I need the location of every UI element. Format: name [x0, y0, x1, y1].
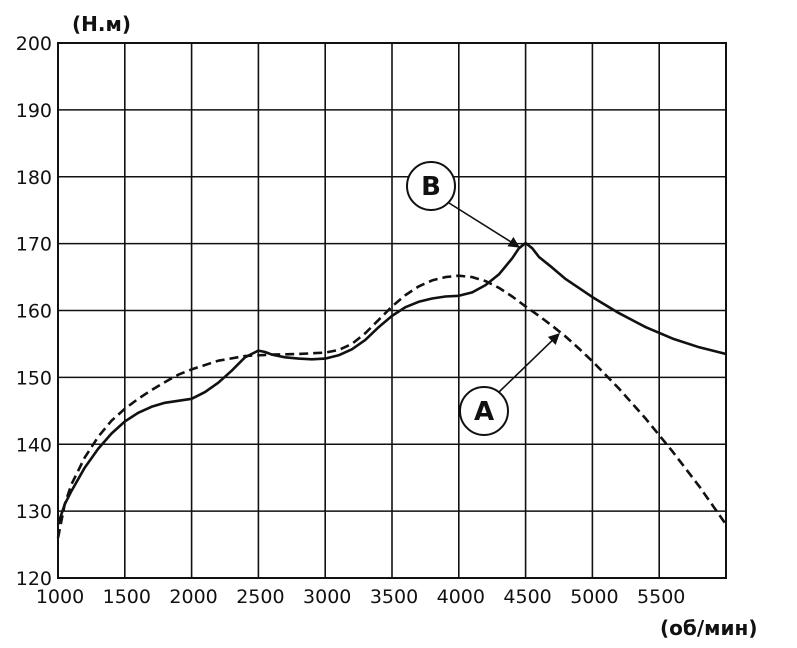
y-tick-label: 200 — [16, 33, 52, 55]
y-tick-label: 180 — [16, 167, 52, 189]
callout-circle-a — [459, 386, 509, 436]
chart-callouts: BA — [406, 161, 560, 436]
x-tick-label: 3000 — [303, 586, 351, 608]
x-tick-label: 2500 — [236, 586, 284, 608]
y-tick-label: 140 — [16, 434, 52, 456]
x-tick-labels: 1000 1500 2000 2500 3000 3500 4000 4500 5000 5500 — [36, 586, 686, 608]
x-tick-label: 4000 — [437, 586, 485, 608]
plot-frame — [57, 42, 727, 579]
y-tick-label: 120 — [16, 568, 52, 590]
chart-series — [56, 241, 728, 539]
x-tick-label: 4500 — [503, 586, 551, 608]
x-tick-label: 5500 — [637, 586, 685, 608]
x-axis-label: (об/мин) — [660, 616, 757, 640]
y-tick-label: 170 — [16, 234, 52, 256]
x-tick-label: 2000 — [169, 586, 217, 608]
callout-label-a: A — [474, 397, 494, 427]
callout-arrow-b — [448, 202, 520, 248]
series-line-a — [56, 274, 728, 539]
x-tick-label: 1500 — [103, 586, 151, 608]
y-tick-label: 150 — [16, 367, 52, 389]
x-tick-label: 3500 — [370, 586, 418, 608]
x-tick-label: 5000 — [570, 586, 618, 608]
callout-arrow-a — [498, 333, 560, 393]
callout-label-b: B — [421, 172, 441, 202]
callout-circle-b — [406, 161, 456, 211]
y-tick-label: 130 — [16, 501, 52, 523]
y-tick-label: 190 — [16, 100, 52, 122]
chart-grid — [57, 42, 726, 579]
y-tick-label: 160 — [16, 301, 52, 323]
y-tick-labels: 120 130 140 150 160 170 180 190 200 — [16, 33, 52, 590]
y-axis-label: (Н.м) — [72, 12, 131, 36]
x-tick-label: 1000 — [36, 586, 84, 608]
series-line-b — [56, 241, 727, 525]
